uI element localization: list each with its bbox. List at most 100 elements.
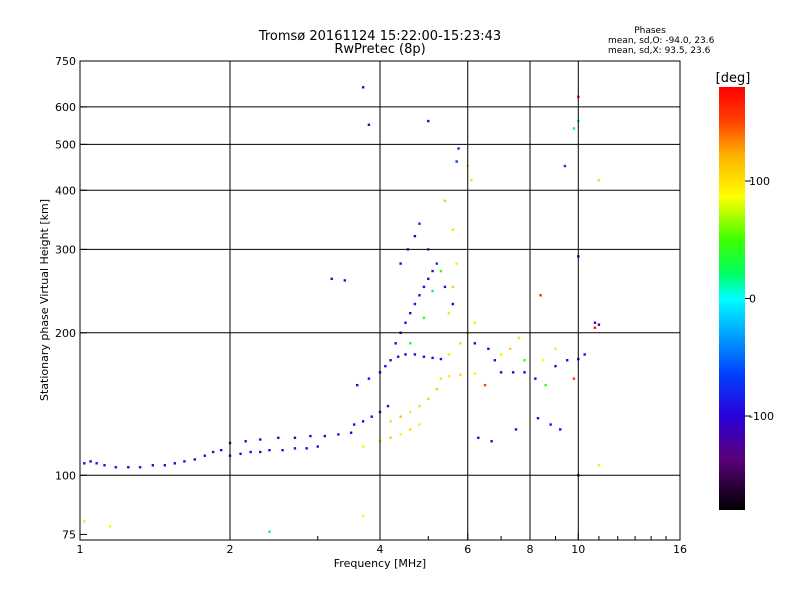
- data-point: [361, 86, 365, 89]
- data-point: [173, 462, 177, 465]
- x-tick-label: 1: [77, 543, 84, 556]
- data-point: [443, 199, 447, 202]
- data-point: [352, 423, 356, 426]
- legend-line-x: mean, sd,X: 93.5, 23.6: [608, 46, 711, 56]
- data-point: [83, 462, 86, 465]
- x-tick-label: 4: [377, 543, 384, 556]
- data-point: [431, 289, 434, 293]
- data-point: [517, 336, 521, 340]
- data-point: [151, 464, 155, 467]
- data-point: [455, 160, 458, 163]
- data-point: [514, 428, 518, 431]
- data-point: [293, 447, 297, 450]
- data-point: [367, 123, 371, 126]
- x-tick-label: 8: [527, 543, 534, 556]
- data-point: [418, 404, 421, 408]
- data-point: [418, 222, 421, 225]
- data-point: [361, 514, 365, 518]
- data-point: [477, 436, 480, 440]
- data-point: [337, 433, 340, 436]
- data-point: [384, 364, 387, 368]
- data-point: [355, 383, 359, 387]
- data-point: [367, 377, 371, 380]
- y-tick-label: 400: [55, 184, 76, 197]
- data-point: [451, 285, 455, 289]
- data-points: [83, 86, 601, 533]
- data-point: [413, 302, 417, 306]
- data-point: [249, 450, 252, 454]
- data-point: [163, 464, 167, 467]
- data-point: [455, 262, 458, 265]
- data-point: [422, 285, 426, 289]
- data-point: [536, 417, 540, 420]
- data-point: [431, 356, 434, 360]
- data-point: [511, 371, 515, 374]
- data-point: [554, 347, 557, 351]
- data-point: [409, 410, 412, 414]
- data-point: [439, 357, 443, 361]
- data-point: [508, 347, 512, 351]
- data-point: [413, 353, 417, 356]
- grid-lines: [79, 60, 681, 540]
- data-point: [361, 445, 365, 448]
- y-tick-label: 500: [55, 138, 76, 151]
- data-point: [183, 460, 186, 463]
- data-point: [89, 460, 92, 463]
- data-point: [268, 530, 271, 533]
- data-point: [572, 127, 576, 130]
- colorbar-tick-label: -100: [749, 410, 774, 423]
- plot-frame: [79, 60, 681, 541]
- chart-title: Tromsø 20161124 15:22:00-15:23:43: [258, 29, 501, 44]
- data-point: [451, 302, 455, 306]
- data-point: [394, 342, 397, 345]
- data-point: [418, 294, 421, 297]
- data-point: [443, 285, 447, 289]
- data-point: [583, 353, 586, 356]
- data-point: [490, 440, 493, 443]
- data-point: [389, 420, 392, 423]
- legend-title: Phases: [634, 26, 666, 36]
- colorbar-ticks: -100 0 100: [745, 175, 774, 423]
- x-tick-label: 10: [571, 543, 585, 556]
- data-point: [422, 355, 426, 358]
- data-point: [127, 466, 130, 469]
- data-point: [323, 434, 327, 438]
- data-point: [473, 342, 477, 345]
- data-point: [597, 323, 601, 326]
- data-point: [427, 119, 430, 123]
- data-point: [597, 464, 601, 467]
- data-point: [435, 262, 438, 265]
- data-point: [427, 277, 430, 281]
- x-tick-label: 16: [673, 543, 687, 556]
- y-tick-label: 200: [55, 327, 76, 340]
- data-point: [293, 436, 297, 440]
- data-point: [409, 342, 412, 345]
- data-point: [593, 321, 597, 324]
- data-point: [211, 450, 215, 454]
- data-point: [370, 415, 373, 418]
- data-point: [427, 397, 430, 401]
- y-tick-label: 100: [55, 469, 76, 482]
- x-tick-label: 6: [464, 543, 471, 556]
- data-point: [439, 269, 443, 273]
- data-point: [451, 228, 455, 232]
- data-point: [309, 434, 312, 438]
- data-point: [83, 519, 86, 523]
- data-point: [544, 383, 547, 387]
- data-point: [203, 454, 206, 457]
- colorbar-tick-label: 0: [749, 293, 756, 306]
- data-point: [330, 277, 333, 281]
- data-point: [244, 440, 247, 443]
- data-point: [305, 447, 308, 450]
- y-tick-label: 600: [55, 101, 76, 114]
- data-point: [404, 321, 407, 324]
- data-point: [109, 525, 112, 528]
- data-point: [473, 372, 477, 375]
- x-tick-labels: 1 2 4 6 8 10 16: [77, 543, 688, 556]
- data-point: [483, 383, 487, 387]
- data-point: [431, 269, 434, 273]
- data-point: [459, 342, 462, 345]
- data-point: [386, 404, 390, 408]
- legend-line-o: mean, sd,O: -94.0, 23.6: [608, 36, 715, 46]
